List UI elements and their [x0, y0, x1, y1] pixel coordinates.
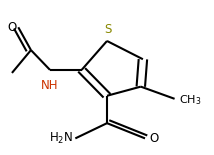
Text: CH$_3$: CH$_3$	[179, 93, 201, 107]
Text: S: S	[104, 23, 112, 36]
Text: H$_2$N: H$_2$N	[49, 131, 73, 146]
Text: NH: NH	[41, 79, 59, 92]
Text: O: O	[149, 132, 159, 145]
Text: O: O	[7, 21, 16, 34]
